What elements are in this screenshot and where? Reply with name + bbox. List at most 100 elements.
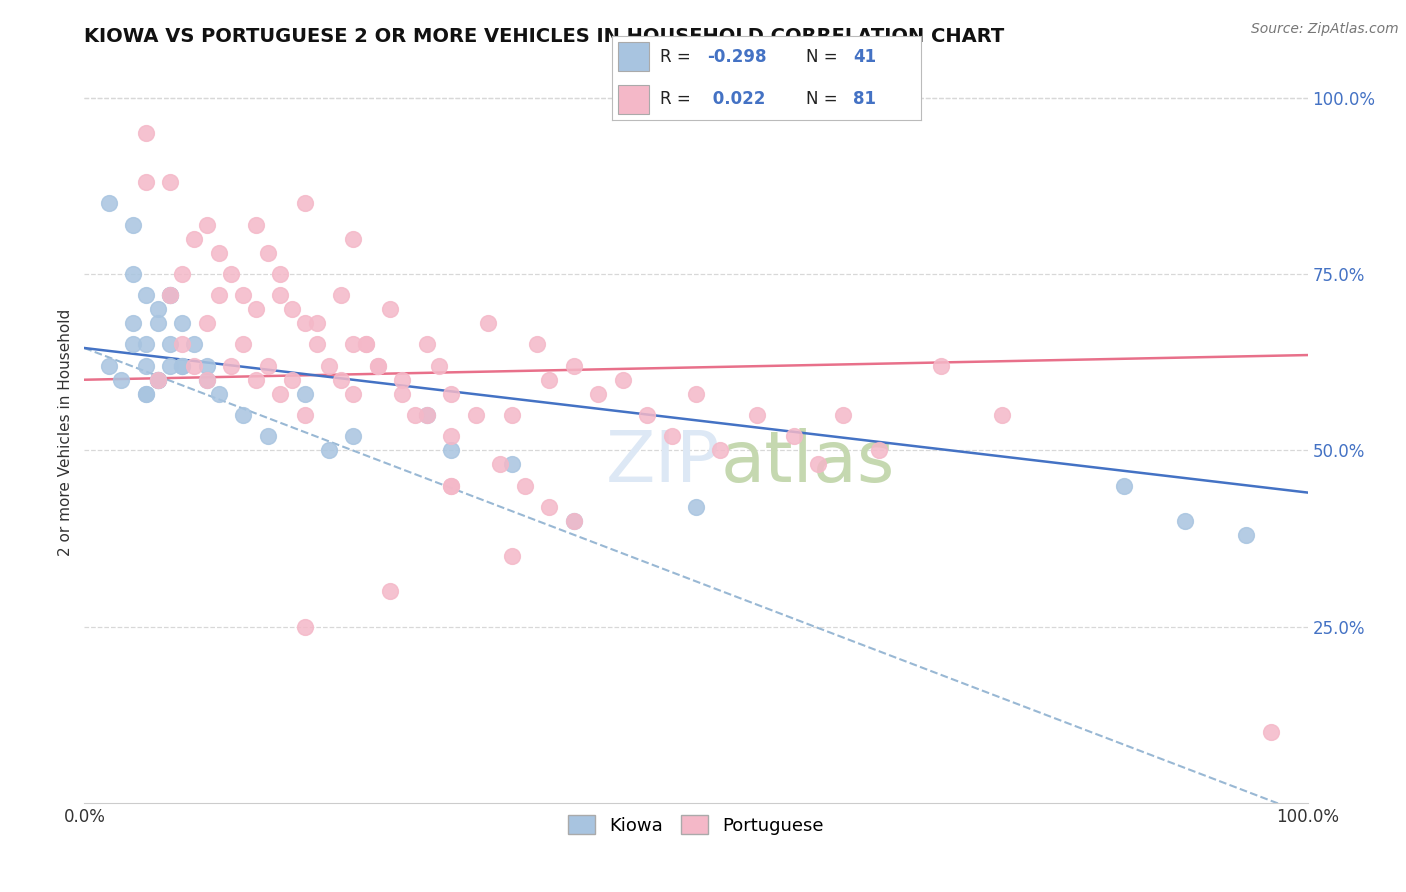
Point [245, 373, 267, 387]
FancyBboxPatch shape [617, 43, 648, 71]
Point [636, 408, 658, 422]
Point [502, 549, 524, 563]
Point [159, 175, 181, 189]
Point [562, 359, 585, 373]
Point [269, 288, 291, 302]
Point [135, 359, 157, 373]
Point [232, 337, 254, 351]
Text: N =: N = [807, 90, 838, 108]
Point [294, 387, 316, 401]
Point [281, 302, 304, 317]
Point [269, 267, 291, 281]
Text: 41: 41 [853, 48, 876, 66]
Point [526, 337, 548, 351]
Point [146, 373, 169, 387]
Point [685, 387, 707, 401]
Point [159, 337, 181, 351]
Point [281, 373, 304, 387]
Text: R =: R = [659, 90, 690, 108]
Point [135, 175, 157, 189]
Point [538, 500, 561, 514]
Point [440, 478, 463, 492]
Point [1260, 725, 1282, 739]
Point [135, 126, 157, 140]
Point [195, 218, 218, 232]
Point [502, 458, 524, 472]
Point [195, 316, 218, 330]
Point [391, 387, 413, 401]
Point [562, 514, 585, 528]
Point [183, 232, 205, 246]
Point [208, 245, 231, 260]
Text: atlas: atlas [720, 428, 894, 497]
Point [172, 359, 194, 373]
Point [135, 337, 157, 351]
Text: -0.298: -0.298 [707, 48, 768, 66]
Point [502, 408, 524, 422]
Text: R =: R = [659, 48, 690, 66]
Point [342, 387, 364, 401]
Point [318, 443, 340, 458]
Point [440, 387, 463, 401]
Point [342, 337, 364, 351]
Point [380, 302, 402, 317]
Point [489, 458, 512, 472]
Point [831, 408, 853, 422]
Point [305, 316, 328, 330]
Point [219, 359, 242, 373]
Point [807, 458, 830, 472]
Point [146, 316, 169, 330]
Point [538, 373, 561, 387]
Point [208, 288, 231, 302]
Point [416, 408, 439, 422]
Point [122, 218, 145, 232]
Y-axis label: 2 or more Vehicles in Household: 2 or more Vehicles in Household [58, 309, 73, 557]
Text: N =: N = [807, 48, 838, 66]
Point [159, 359, 181, 373]
Point [1114, 478, 1136, 492]
Point [991, 408, 1014, 422]
Point [929, 359, 952, 373]
Point [440, 478, 463, 492]
Point [232, 408, 254, 422]
Point [135, 387, 157, 401]
Point [195, 359, 218, 373]
Text: 0.022: 0.022 [707, 90, 766, 108]
Point [232, 288, 254, 302]
Point [342, 429, 364, 443]
Point [208, 387, 231, 401]
Point [661, 429, 683, 443]
Point [305, 337, 328, 351]
Point [330, 373, 353, 387]
Point [257, 359, 280, 373]
Point [219, 267, 242, 281]
Point [269, 387, 291, 401]
Text: ZIP: ZIP [606, 428, 720, 497]
Point [159, 288, 181, 302]
Point [294, 619, 316, 633]
Point [97, 196, 120, 211]
Point [391, 373, 413, 387]
Point [367, 359, 389, 373]
Point [783, 429, 806, 443]
Point [146, 302, 169, 317]
FancyBboxPatch shape [617, 85, 648, 113]
Point [586, 387, 609, 401]
Point [354, 337, 377, 351]
Point [1174, 514, 1197, 528]
Point [257, 429, 280, 443]
Point [330, 288, 353, 302]
Point [294, 408, 316, 422]
Point [477, 316, 499, 330]
Point [135, 288, 157, 302]
Text: KIOWA VS PORTUGUESE 2 OR MORE VEHICLES IN HOUSEHOLD CORRELATION CHART: KIOWA VS PORTUGUESE 2 OR MORE VEHICLES I… [84, 27, 1005, 45]
Point [513, 478, 536, 492]
Point [135, 387, 157, 401]
Point [427, 359, 450, 373]
Point [183, 337, 205, 351]
Point [195, 373, 218, 387]
Point [146, 373, 169, 387]
Point [318, 359, 340, 373]
Point [183, 359, 205, 373]
Point [110, 373, 132, 387]
